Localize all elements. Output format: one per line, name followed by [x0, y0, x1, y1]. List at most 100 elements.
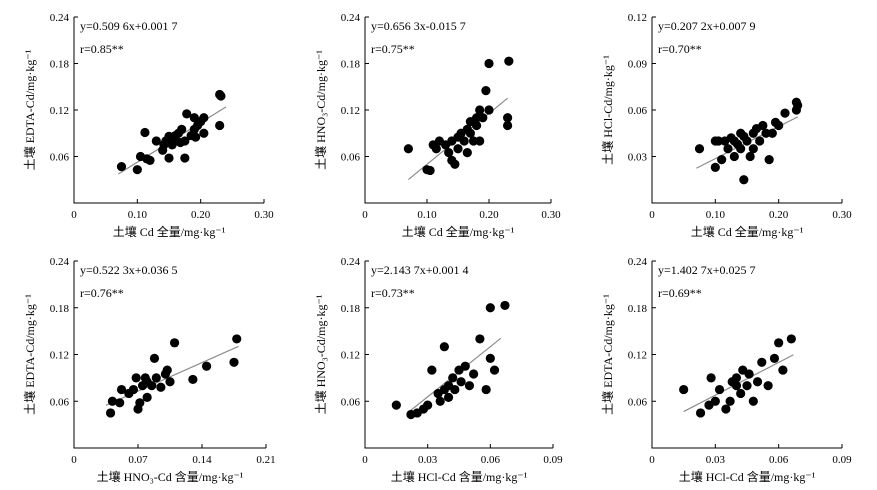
data-point [147, 381, 157, 391]
y-tick-label: 0.24 [341, 12, 361, 24]
data-point [710, 162, 720, 172]
y-tick-label: 0.12 [628, 350, 647, 362]
data-point [149, 353, 160, 363]
data-point [742, 136, 752, 146]
data-point [444, 148, 454, 158]
y-axis-label: 土壤 HNO₃-Cd/mg·kg⁻¹ [313, 50, 328, 170]
data-point [731, 373, 742, 383]
data-point [481, 384, 491, 395]
x-tick-label: 0.09 [832, 454, 852, 466]
y-tick-label: 0.18 [341, 303, 361, 315]
data-point [450, 159, 460, 169]
data-point [182, 109, 192, 119]
x-tick-label: 0.09 [543, 454, 563, 466]
data-point [115, 398, 125, 408]
scatter-panel-4: 0 0.07 0.14 0.21 0.06 0.12 0.18 0.24 y=0.522 3x+… [22, 256, 276, 484]
regression-equation: y=0.509 6x+0.001 7 [80, 19, 178, 33]
data-point [216, 91, 226, 101]
x-axis-label: 土壤 Cd 全量/mg·kg⁻¹ [691, 224, 804, 239]
scatter-panel-5: 0 0.03 0.06 0.09 0.06 0.12 0.18 0.24 y=2.143 7x+… [313, 256, 563, 484]
data-point [475, 334, 485, 344]
data-point [489, 365, 500, 375]
y-axis-label: 土壤 EDTA-Cd/mg·kg⁻¹ [22, 49, 37, 170]
correlation-label: r=0.70** [658, 42, 702, 56]
data-point [156, 382, 166, 392]
y-tick-label: 0.24 [341, 256, 361, 268]
data-point [140, 127, 150, 138]
data-point [780, 108, 790, 118]
data-point [427, 365, 437, 375]
y-tick-label: 0.18 [341, 59, 361, 71]
data-point [128, 384, 139, 395]
data-point [459, 136, 469, 146]
y-tick-label: 0.12 [341, 105, 360, 117]
data-point [764, 155, 774, 165]
data-point [180, 136, 190, 146]
data-point [131, 373, 141, 383]
x-tick-label: 0 [71, 209, 77, 221]
data-point [778, 365, 788, 375]
y-tick-label: 0.09 [628, 59, 648, 71]
data-point [164, 153, 174, 163]
data-point [188, 374, 198, 385]
x-axis-label: 土壤 Cd 全量/mg·kg⁻¹ [402, 224, 515, 239]
y-axis-label: 土壤 EDTA-Cd/mg·kg⁻¹ [22, 294, 37, 415]
y-tick-label: 0.24 [628, 256, 648, 268]
regression-equation: y=2.143 7x+0.001 4 [371, 263, 469, 277]
data-point [132, 165, 142, 175]
data-point [439, 342, 449, 352]
data-point [165, 377, 175, 387]
x-tick-label: 0.10 [706, 209, 726, 221]
x-axis-label: 土壤 Cd 全量/mg·kg⁻¹ [113, 224, 226, 239]
y-tick-label: 0.24 [50, 256, 70, 268]
correlation-label: r=0.75** [371, 42, 415, 56]
data-point [706, 373, 716, 383]
y-tick-label: 0.12 [628, 12, 647, 24]
x-tick-label: 0 [362, 454, 368, 466]
data-point [763, 381, 773, 391]
x-axis-label: 土壤 HNO₃-Cd 含量/mg·kg⁻¹ [97, 469, 244, 484]
data-point [793, 100, 803, 110]
data-point [460, 361, 470, 371]
y-tick-label: 0.12 [50, 105, 69, 117]
data-point [116, 161, 127, 172]
data-point [151, 136, 161, 146]
data-point [201, 361, 212, 371]
y-tick-label: 0.06 [341, 152, 361, 164]
data-point [116, 384, 127, 395]
scatter-panel-3: 0 0.10 0.20 0.30 0.03 0.06 0.09 0.12 y=0.207 2x+… [600, 12, 852, 239]
data-point [748, 396, 758, 406]
data-point [215, 120, 225, 131]
data-point [758, 120, 768, 131]
data-point [714, 384, 725, 395]
y-tick-label: 0.03 [628, 152, 648, 164]
x-tick-label: 0.20 [479, 209, 499, 221]
data-point [503, 113, 513, 123]
data-point [464, 381, 475, 391]
data-point [431, 144, 441, 154]
data-point [755, 136, 765, 146]
data-point [485, 353, 495, 363]
data-point [423, 400, 433, 410]
data-point [729, 151, 739, 162]
data-point [725, 396, 735, 406]
data-point [504, 56, 514, 66]
data-point [744, 369, 754, 379]
data-point [448, 373, 458, 383]
y-tick-label: 0.06 [628, 396, 648, 408]
data-point [180, 153, 190, 163]
y-tick-label: 0.18 [50, 303, 70, 315]
data-point [739, 175, 749, 185]
data-point [731, 381, 742, 391]
data-point [484, 105, 494, 115]
y-tick-label: 0.18 [628, 303, 648, 315]
data-point [199, 128, 209, 138]
y-tick-label: 0.24 [50, 12, 70, 24]
data-point [462, 148, 472, 158]
data-point [199, 113, 209, 123]
data-point [767, 128, 777, 138]
x-tick-label: 0.30 [254, 209, 274, 221]
data-point [425, 165, 435, 176]
x-tick-label: 0.10 [417, 209, 437, 221]
